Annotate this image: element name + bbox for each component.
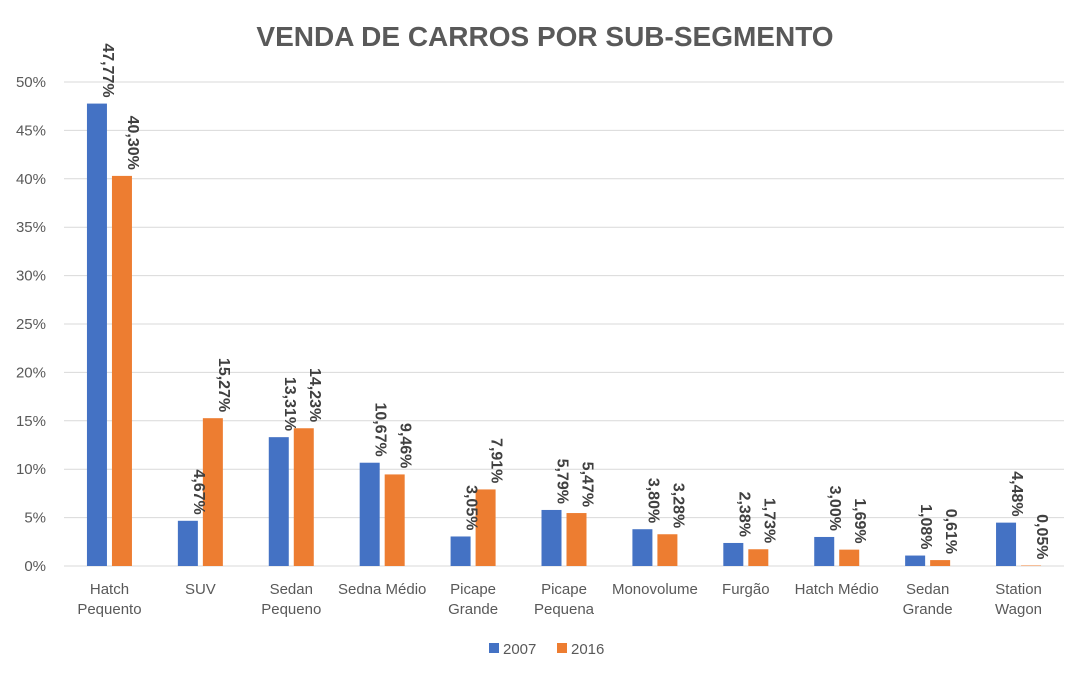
data-labels: 47,77% 40,30% 4,67% 15,27% 13,31% 14,23% 10,67… — [99, 43, 1050, 559]
data-label: 3,80% — [644, 478, 661, 523]
bar-2016 — [475, 489, 496, 566]
bar-2016 — [293, 428, 314, 566]
x-axis-categories: Hatch Pequento SUV Sedan Pequeno Sedna Médio P… — [77, 581, 1042, 618]
y-tick-label: 25% — [16, 316, 46, 333]
bar-2007 — [541, 509, 562, 566]
gridlines — [64, 81, 1064, 567]
bar-2016 — [930, 560, 951, 566]
bar-2016 — [839, 549, 860, 566]
data-label: 7,91% — [488, 438, 505, 483]
bar-2016 — [202, 418, 223, 566]
legend-entry: 2007 — [503, 641, 536, 658]
x-category-label: SUV — [185, 581, 216, 598]
legend-swatch — [489, 643, 499, 653]
data-label: 5,79% — [554, 459, 571, 504]
x-category-label: Sedna Médio — [338, 581, 426, 598]
x-category-label: Monovolume — [612, 581, 698, 598]
data-label: 40,30% — [124, 116, 141, 170]
data-label: 14,23% — [306, 368, 323, 422]
x-category-label: Hatch Médio — [795, 581, 879, 598]
bars — [86, 103, 1042, 567]
data-label: 10,67% — [372, 402, 389, 456]
bar-2007 — [177, 520, 198, 566]
bar-2016 — [384, 474, 405, 566]
y-tick-label: 15% — [16, 413, 46, 430]
x-category-label: Sedan Pequeno — [261, 581, 321, 618]
legend: 2007 2016 — [489, 641, 604, 658]
y-tick-label: 40% — [16, 171, 46, 188]
data-label: 2,38% — [735, 492, 752, 537]
y-tick-label: 50% — [16, 74, 46, 91]
bar-2016 — [111, 175, 132, 566]
bar-2007 — [814, 536, 835, 566]
bar-2007 — [86, 103, 107, 567]
chart-title: VENDA DE CARROS POR SUB-SEGMENTO — [256, 21, 833, 52]
y-tick-label: 45% — [16, 122, 46, 139]
bar-2007 — [632, 529, 653, 566]
bar-2007 — [905, 555, 926, 566]
y-tick-label: 5% — [24, 510, 46, 527]
y-tick-label: 10% — [16, 461, 46, 478]
data-label: 1,69% — [851, 498, 868, 543]
bar-2007 — [450, 536, 471, 566]
legend-entry: 2016 — [571, 641, 604, 658]
y-tick-label: 30% — [16, 268, 46, 285]
data-label: 13,31% — [281, 377, 298, 431]
x-category-label: Picape Pequena — [534, 581, 595, 618]
data-label: 0,61% — [942, 509, 959, 554]
bar-2016 — [657, 534, 678, 566]
data-label: 1,08% — [917, 504, 934, 549]
data-label: 3,28% — [669, 483, 686, 528]
bar-2016 — [566, 513, 587, 566]
bar-2007 — [359, 462, 380, 566]
bar-2007 — [723, 542, 744, 566]
x-category-label: Hatch Pequento — [77, 581, 141, 618]
x-category-label: Furgão — [722, 581, 770, 598]
x-category-label: Station Wagon — [995, 581, 1042, 618]
legend-swatch — [557, 643, 567, 653]
data-label: 9,46% — [397, 423, 414, 468]
data-label: 15,27% — [215, 358, 232, 412]
data-label: 0,05% — [1033, 514, 1050, 559]
bar-2016 — [1021, 565, 1042, 566]
x-category-label: Picape Grande — [448, 581, 498, 618]
data-label: 5,47% — [579, 462, 596, 507]
y-tick-label: 20% — [16, 364, 46, 381]
y-tick-label: 35% — [16, 219, 46, 236]
x-category-label: Sedan Grande — [903, 581, 953, 618]
data-label: 1,73% — [760, 498, 777, 543]
bar-2007 — [996, 522, 1017, 566]
bar-2016 — [748, 549, 769, 566]
data-label: 4,48% — [1008, 471, 1025, 516]
data-label: 3,05% — [463, 485, 480, 530]
y-tick-label: 0% — [24, 558, 46, 575]
data-label: 3,00% — [826, 486, 843, 531]
bar-2007 — [268, 437, 289, 566]
y-axis-ticks: 0% 5% 10% 15% 20% 25% 30% 35% 40% 45% 50% — [16, 74, 46, 575]
data-label: 47,77% — [99, 43, 116, 97]
data-label: 4,67% — [190, 469, 207, 514]
